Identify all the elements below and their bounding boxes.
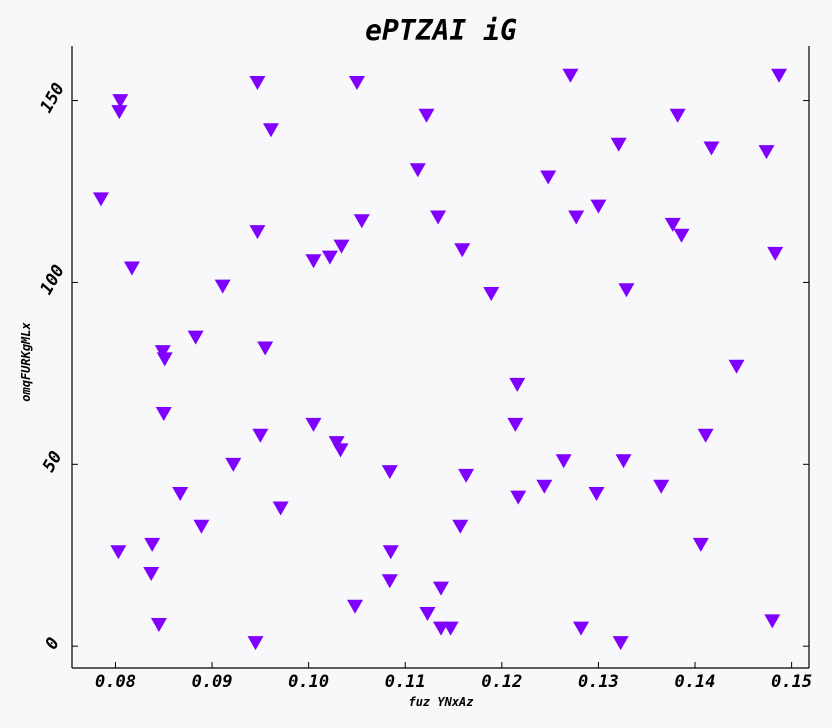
data-point [588,487,605,502]
y-tick-label: 100 [36,262,69,299]
data-point [573,621,590,636]
data-point [452,519,469,534]
data-point [653,479,670,494]
data-point [483,286,500,301]
data-point [112,94,129,109]
data-point [507,417,524,432]
data-point [382,545,399,560]
data-point [353,214,370,229]
data-point [321,250,338,265]
x-tick-label: 0.12 [481,672,522,692]
data-point [771,68,788,83]
data-point [618,283,635,298]
data-point [155,406,172,421]
data-point [257,341,274,356]
data-point [347,599,364,614]
data-point [669,108,686,123]
data-point [381,465,398,480]
data-point [249,75,266,90]
data-point [615,454,632,469]
chart-title: ePTZAI iG [365,14,517,47]
data-point [156,352,173,367]
data-point [555,454,572,469]
y-axis-label: omqFURKgMLx [19,321,33,401]
data-point [187,330,204,345]
data-point [193,519,210,534]
data-point [110,545,127,560]
data-point [442,621,459,636]
data-point [381,574,398,589]
x-tick-label: 0.13 [578,672,619,692]
data-point [610,137,627,152]
x-tick-label: 0.14 [675,672,716,692]
plot-area [92,68,788,651]
data-point [111,105,128,120]
y-tick-label: 150 [36,80,69,117]
data-point [540,170,557,185]
data-point [703,141,720,156]
data-point [328,436,345,451]
data-point [509,377,526,392]
data-point [728,359,745,374]
data-point [144,537,161,552]
data-point [305,417,322,432]
data-point [562,68,579,83]
data-point [143,567,160,582]
data-point [154,345,171,360]
data-point [536,479,553,494]
data-point [767,246,784,261]
data-point [123,261,140,276]
data-point [305,254,322,269]
data-point [409,163,426,178]
x-axis-label: fuz YNxAz [408,695,473,709]
data-point [510,490,527,505]
data-point [590,199,607,214]
data-point [150,617,167,632]
data-point [225,457,242,472]
data-point [430,210,447,225]
data-point [764,614,781,629]
x-tick-label: 0.15 [771,672,812,692]
x-tick-label: 0.10 [288,672,329,692]
data-point [247,636,264,651]
data-point [568,210,585,225]
data-point [673,228,690,243]
data-point [418,108,435,123]
data-point [697,428,714,443]
data-point [419,607,436,622]
data-point [272,501,289,516]
data-point [454,243,471,258]
data-point [612,636,629,651]
data-point [262,123,279,138]
data-point [252,428,269,443]
x-tick-label: 0.11 [385,672,426,692]
y-tick-label: 50 [39,448,67,476]
x-ticks: 0.08 0.09 0.10 0.11 0.12 0.13 0.14 0.15 [95,662,812,692]
data-point [664,217,681,232]
x-tick-label: 0.08 [95,672,136,692]
data-point [249,225,266,240]
data-point [432,581,449,596]
x-tick-label: 0.09 [192,672,233,692]
data-point [92,192,109,207]
data-point [758,145,775,160]
y-tick-label: 0 [41,634,63,653]
data-point [348,75,365,90]
data-point [692,537,709,552]
data-point [458,468,475,483]
data-point [332,443,349,458]
data-point [214,279,231,294]
data-point [333,239,350,254]
data-point [172,487,189,502]
